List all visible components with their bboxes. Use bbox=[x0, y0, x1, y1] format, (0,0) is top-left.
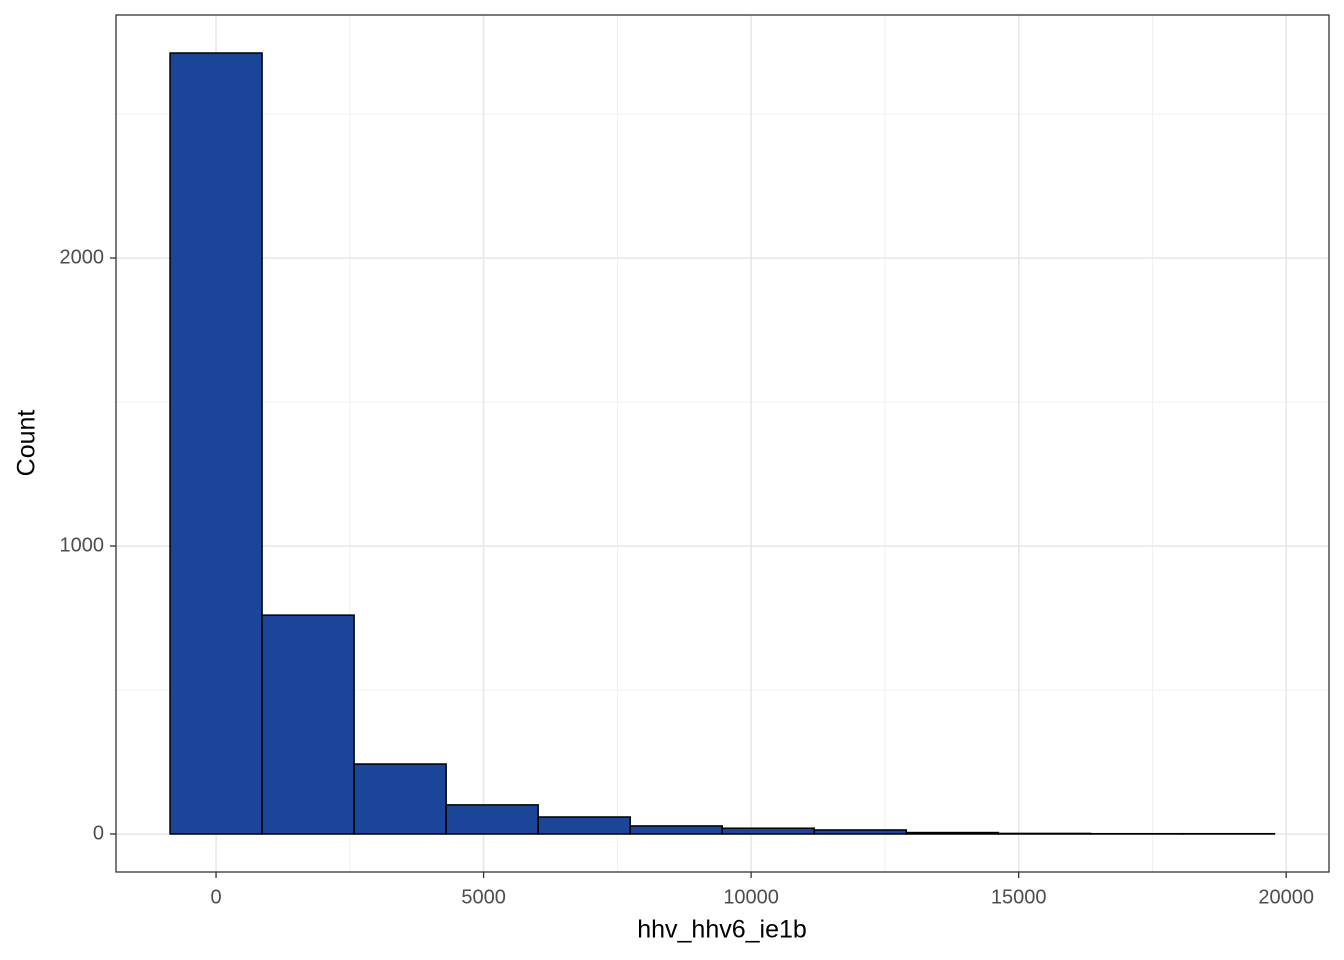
x-tick-label: 10000 bbox=[723, 886, 779, 908]
bar bbox=[537, 816, 631, 835]
y-tick-label: 1000 bbox=[60, 534, 105, 556]
bar bbox=[905, 831, 1000, 835]
bar bbox=[169, 52, 263, 835]
y-tick-label: 0 bbox=[93, 822, 104, 844]
panel-border bbox=[115, 14, 1330, 873]
x-tick-label: 5000 bbox=[461, 886, 506, 908]
y-tick-label: 2000 bbox=[60, 246, 105, 268]
x-tick-label: 0 bbox=[210, 886, 221, 908]
bar bbox=[813, 829, 908, 835]
bar bbox=[353, 763, 447, 835]
bar bbox=[721, 827, 816, 835]
x-axis-title: hhv_hhv6_ie1b bbox=[637, 916, 807, 944]
bars bbox=[169, 52, 1276, 835]
y-axis-title: Count bbox=[13, 410, 41, 477]
bar bbox=[445, 804, 539, 835]
bar bbox=[261, 614, 355, 835]
bar bbox=[629, 825, 723, 835]
x-tick-label: 15000 bbox=[991, 886, 1047, 908]
bar bbox=[997, 832, 1092, 835]
axes: 0 5000 10000 15000 20000 0 1000 2000 bbox=[60, 246, 1315, 908]
x-tick-label: 20000 bbox=[1258, 886, 1314, 908]
